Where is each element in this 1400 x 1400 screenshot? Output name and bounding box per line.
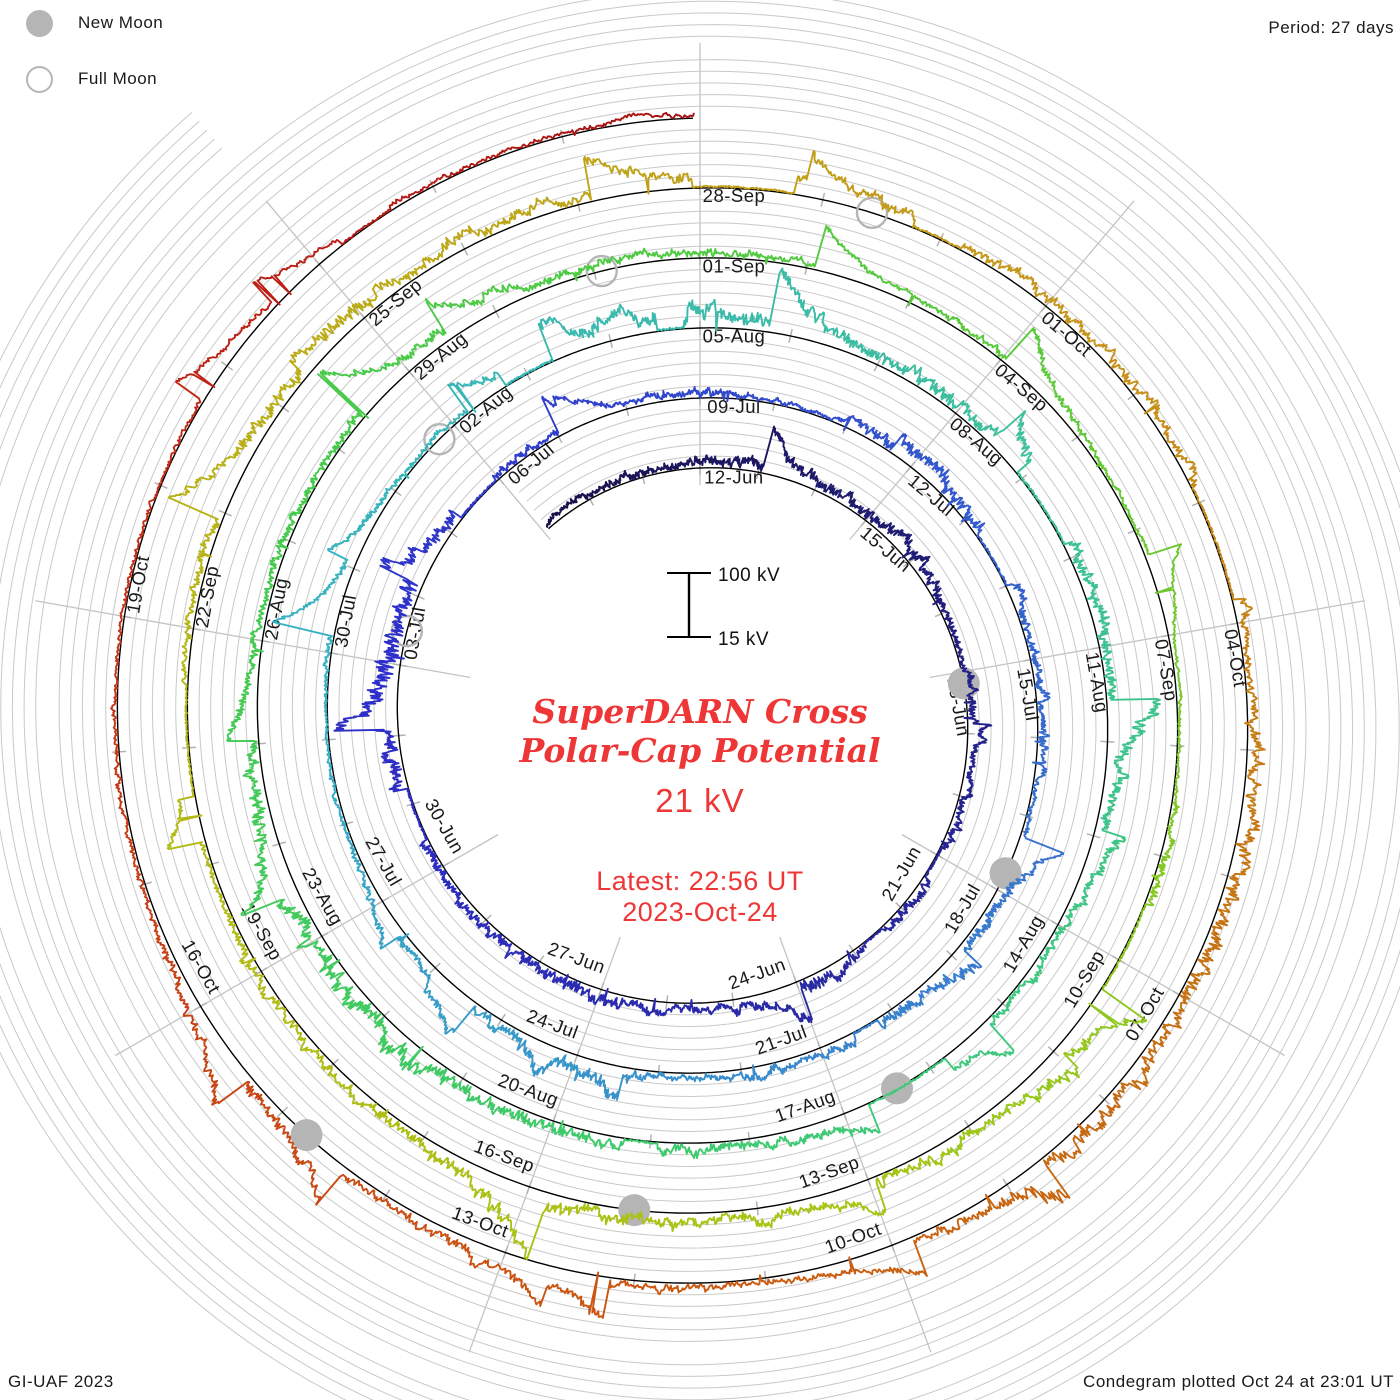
credit-label: GI-UAF 2023: [8, 1372, 114, 1391]
scale-bar: 100 kV 15 kV: [667, 565, 780, 650]
ring-date-label: 13-Oct: [449, 1202, 511, 1242]
full-moon-icon: [26, 65, 53, 93]
ring-date-label: 03-Jul: [399, 605, 429, 661]
new-moon-marker: [989, 857, 1022, 890]
ring-date-label: 25-Sep: [364, 274, 425, 330]
legend-full-moon: Full Moon: [26, 62, 163, 96]
ring-date-label: 12-Jun: [704, 466, 764, 487]
scale-max-label: 100 kV: [718, 565, 780, 586]
ring-date-label: 15-Jun: [856, 522, 915, 576]
full-moon-marker: [423, 423, 456, 456]
new-moon-marker: [290, 1119, 323, 1152]
legend-new-moon: New Moon: [26, 6, 163, 40]
ring-date-label: 06-Jul: [504, 438, 558, 488]
ring-date-label: 09-Jul: [707, 396, 760, 417]
moon-legend: New Moon Full Moon: [26, 6, 163, 118]
ring-date-label: 21-Jul: [752, 1021, 809, 1059]
period-label: Period: 27 days: [1268, 18, 1394, 37]
ring-date-label: 30-Jul: [330, 593, 360, 649]
plotted-timestamp-label: Condegram plotted Oct 24 at 23:01 UT: [1083, 1372, 1394, 1391]
moon-markers: [290, 196, 1022, 1227]
potential-trace: [110, 111, 1266, 1319]
ring-date-label: 24-Jun: [725, 953, 788, 993]
full-moon-label: Full Moon: [78, 69, 158, 88]
scale-min-label: 15 kV: [718, 629, 769, 650]
new-moon-marker: [881, 1072, 913, 1105]
ring-date-label: 16-Sep: [471, 1135, 537, 1176]
ring-date-label: 28-Sep: [703, 185, 766, 206]
new-moon-icon: [26, 9, 53, 37]
ring-date-label: 13-Sep: [796, 1151, 862, 1192]
ring-date-label: 05-Aug: [703, 326, 766, 347]
ring-date-label: 07-Oct: [1121, 983, 1168, 1044]
ring-date-label: 20-Aug: [495, 1069, 561, 1110]
baseline-spiral: [116, 117, 1249, 1284]
new-moon-label: New Moon: [78, 13, 164, 32]
ring-date-label: 18-Jul: [940, 880, 985, 937]
ring-date-label: 01-Sep: [703, 255, 766, 276]
ring-date-label: 21-Jun: [877, 842, 925, 904]
full-moon-marker: [585, 254, 618, 288]
ring-date-label: 22-Sep: [191, 564, 223, 629]
